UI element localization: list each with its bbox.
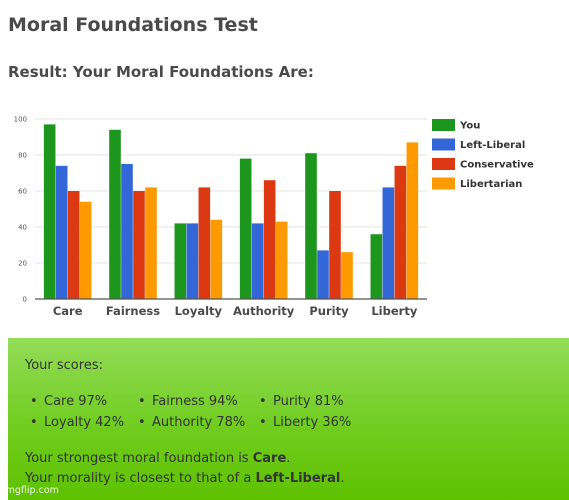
legend-swatch — [432, 158, 455, 170]
bar-libertarian-fairness — [145, 187, 157, 299]
strongest-foundation-value: Care — [252, 451, 287, 466]
bar-libertarian-care — [79, 201, 92, 299]
strongest-prefix: Your strongest moral foundation is — [25, 451, 253, 466]
bullet-glyph: • — [138, 415, 146, 430]
bar-left-liberal-liberty — [382, 187, 395, 299]
bullet-glyph: • — [30, 394, 38, 409]
bar-you-care — [43, 124, 56, 300]
chart-legend: You Left-Liberal Conservative Libertarian — [432, 119, 534, 190]
result-heading: Result: Your Moral Foundations Are: — [8, 63, 314, 81]
bullet-glyph: • — [259, 415, 267, 430]
x-category-label: Liberty — [371, 304, 417, 318]
bar-you-fairness — [109, 129, 121, 299]
score-text: Loyalty 42% — [44, 415, 125, 430]
legend-label: Conservative — [460, 160, 534, 171]
score-item: • Purity 81% — [259, 394, 344, 409]
bar-conservative-authority — [263, 180, 276, 299]
moral-foundations-chart: 0 20 40 60 80 100 Care Fairness Loyalty Authority… — [14, 116, 534, 319]
score-text: Authority 78% — [152, 415, 246, 430]
score-item: • Liberty 36% — [259, 415, 351, 430]
x-category-label: Care — [53, 304, 83, 318]
legend-swatch — [432, 119, 455, 131]
legend-swatch — [432, 177, 455, 190]
strongest-foundation-line: Your strongest moral foundation is Care. — [25, 451, 290, 466]
bar-conservative-loyalty — [198, 187, 211, 299]
score-text: Liberty 36% — [273, 415, 352, 430]
y-tick-label: 40 — [18, 224, 27, 232]
y-tick-label: 60 — [18, 188, 27, 196]
bar-left-liberal-care — [55, 165, 68, 299]
bullet-glyph: • — [138, 394, 146, 409]
chart-axis: 0 20 40 60 80 100 Care Fairness Loyalty Authority… — [14, 116, 427, 318]
bar-you-purity — [305, 153, 317, 299]
chart-bars — [43, 124, 419, 300]
page-title: Moral Foundations Test — [8, 14, 258, 36]
score-text: Fairness 94% — [152, 394, 238, 409]
bar-left-liberal-purity — [317, 250, 329, 299]
strongest-suffix: . — [286, 451, 291, 466]
bar-left-liberal-loyalty — [186, 223, 199, 299]
watermark: imgflip.com — [3, 485, 59, 496]
legend-label: Libertarian — [460, 179, 522, 190]
scores-panel: Your scores: • Care 97% • Fairness 94% • Pu… — [8, 338, 569, 500]
closest-group-line: Your morality is closest to that of a Le… — [25, 471, 344, 486]
bar-conservative-care — [67, 191, 80, 299]
closest-group-value: Left-Liberal — [255, 471, 341, 486]
closest-suffix: . — [340, 471, 345, 486]
y-tick-label: 0 — [23, 296, 27, 304]
bar-conservative-purity — [329, 191, 341, 299]
bar-conservative-fairness — [133, 191, 145, 299]
score-text: Purity 81% — [273, 394, 344, 409]
bar-left-liberal-fairness — [121, 164, 133, 299]
bar-libertarian-authority — [275, 221, 288, 299]
bar-libertarian-purity — [341, 252, 353, 299]
x-category-label: Purity — [309, 304, 349, 318]
score-item: • Authority 78% — [138, 415, 245, 430]
legend-label: You — [459, 121, 480, 132]
bullet-glyph: • — [259, 394, 267, 409]
scores-heading: Your scores: — [25, 358, 103, 373]
x-category-label: Authority — [233, 304, 295, 318]
closest-prefix: Your morality is closest to that of a — [25, 471, 256, 486]
bar-left-liberal-authority — [251, 223, 264, 299]
bar-you-authority — [239, 158, 252, 299]
legend-swatch — [432, 138, 455, 151]
x-category-label: Fairness — [106, 304, 160, 318]
chart-gridlines — [35, 118, 427, 264]
score-item: • Loyalty 42% — [30, 415, 124, 430]
bar-libertarian-loyalty — [210, 219, 223, 299]
bar-you-loyalty — [174, 223, 187, 299]
bullet-glyph: • — [30, 415, 38, 430]
score-item: • Fairness 94% — [138, 394, 238, 409]
score-text: Care 97% — [44, 394, 108, 409]
bar-conservative-liberty — [394, 165, 407, 299]
x-category-label: Loyalty — [175, 304, 223, 318]
y-tick-label: 80 — [18, 152, 27, 160]
y-tick-label: 20 — [18, 260, 27, 268]
y-tick-label: 100 — [14, 116, 27, 124]
legend-label: Left-Liberal — [460, 140, 525, 151]
bar-you-liberty — [370, 234, 383, 299]
bar-libertarian-liberty — [406, 142, 419, 299]
score-item: • Care 97% — [30, 394, 107, 409]
